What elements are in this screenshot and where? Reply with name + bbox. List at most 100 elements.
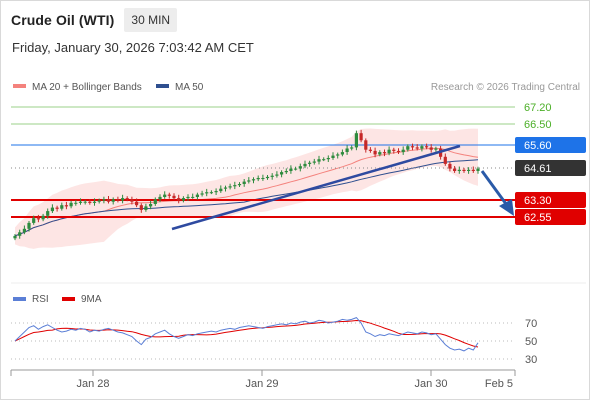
timeframe-button[interactable]: 30 MIN <box>124 8 178 32</box>
candle-body <box>242 181 246 184</box>
candle-body <box>167 194 171 196</box>
candle-body <box>181 198 185 201</box>
candle-body <box>354 133 358 148</box>
candle-body <box>74 202 78 204</box>
candle-body <box>125 198 129 200</box>
level-label-66-50: 66.50 <box>524 119 552 131</box>
candle-body <box>462 169 466 171</box>
bollinger-band-fill <box>15 128 478 249</box>
x-label-jan-29: Jan 29 <box>245 378 278 390</box>
candle-body <box>294 168 298 170</box>
candle-body <box>135 201 139 206</box>
trend-line <box>171 144 461 231</box>
chart-header: Crude Oil (WTI) 30 MIN <box>11 7 178 33</box>
candle-body <box>359 133 363 141</box>
candle-body <box>172 195 176 199</box>
candle-body <box>111 199 115 202</box>
candle-body <box>467 169 471 171</box>
copyright-text: Research © 2026 Trading Central <box>431 82 580 93</box>
candle-body <box>308 162 312 164</box>
candle-body <box>415 147 419 149</box>
bollinger-band-area <box>15 128 478 249</box>
candle-body <box>186 196 190 199</box>
candle-body <box>27 222 31 229</box>
candle-body <box>340 152 344 155</box>
level-label-67-20: 67.20 <box>524 102 552 114</box>
candle-body <box>270 175 274 177</box>
candle-body <box>331 155 335 158</box>
x-label-jan-30: Jan 30 <box>414 378 447 390</box>
candle-body <box>195 194 199 197</box>
candle-body <box>420 146 424 149</box>
rsi-legend-swatch <box>13 297 26 301</box>
candle-body <box>205 192 209 194</box>
forecast-arrow-line <box>480 170 511 209</box>
ma20-legend-label: MA 20 + Bollinger Bands <box>32 82 142 93</box>
candle-body <box>378 152 382 155</box>
x-label-feb-5: Feb 5 <box>485 378 513 390</box>
candle-body <box>256 178 260 180</box>
candle-body <box>429 147 433 150</box>
candle-body <box>139 205 143 210</box>
candle-body <box>425 146 429 148</box>
candle-body <box>32 218 36 223</box>
ma50-line <box>14 159 479 237</box>
candle-body <box>214 191 218 193</box>
candle-body <box>247 180 251 182</box>
rsi-legend-label: RSI <box>32 294 49 305</box>
candle-body <box>284 171 288 173</box>
last-price-badge <box>515 160 586 176</box>
candle-body <box>46 211 50 216</box>
forecast-arrow-head <box>499 199 514 216</box>
candle-body <box>153 199 157 204</box>
candle-body <box>97 200 101 202</box>
candle-body <box>317 159 321 162</box>
candle-body <box>36 218 40 220</box>
chart-datetime: Friday, January 30, 2026 7:03:42 AM CET <box>12 40 254 55</box>
level-label-65-60: 65.60 <box>524 140 552 152</box>
candle-body <box>200 193 204 195</box>
candle-body <box>223 187 228 189</box>
support-2-badge <box>515 209 586 225</box>
ma50-legend-label: MA 50 <box>175 82 204 93</box>
candle-body <box>116 199 120 201</box>
candle-body <box>121 198 125 201</box>
candle-body <box>22 228 26 233</box>
candle-body <box>13 235 17 239</box>
candle-body <box>64 205 68 207</box>
candle-body <box>326 158 330 160</box>
ma50-legend-swatch <box>156 84 169 88</box>
rsi-level-50: 50 <box>525 336 537 348</box>
rsi-ma-legend-swatch <box>62 297 75 301</box>
candle-body <box>476 168 480 171</box>
candle-body <box>18 232 22 236</box>
rsi-lines <box>14 317 479 352</box>
candle-body <box>289 168 293 171</box>
candle-body <box>209 192 213 194</box>
candle-body <box>392 149 396 151</box>
candle-body <box>406 146 410 150</box>
candle-body <box>396 150 401 153</box>
candle-body <box>434 148 438 150</box>
level-label-63-30: 63.30 <box>524 195 552 207</box>
candle-body <box>336 154 340 156</box>
candle-body <box>275 174 279 176</box>
candle-body <box>298 166 302 169</box>
candle-body <box>83 201 87 203</box>
candle-body <box>102 199 106 201</box>
support-1-badge <box>515 192 586 208</box>
moving-averages <box>14 147 479 237</box>
candle-body <box>382 152 387 154</box>
candle-body <box>41 215 45 220</box>
candle-body <box>233 185 237 187</box>
rsi-level-30: 30 <box>525 354 537 366</box>
candle-body <box>345 148 349 152</box>
candle-body <box>368 149 372 151</box>
candle-body <box>448 163 452 169</box>
rsi-ma-legend-label: 9MA <box>81 294 102 305</box>
level-label-62-55: 62.55 <box>524 212 552 224</box>
candle-body <box>228 186 232 188</box>
candle-body <box>280 172 284 175</box>
x-label-jan-28: Jan 28 <box>76 378 109 390</box>
candle-body <box>261 178 265 179</box>
